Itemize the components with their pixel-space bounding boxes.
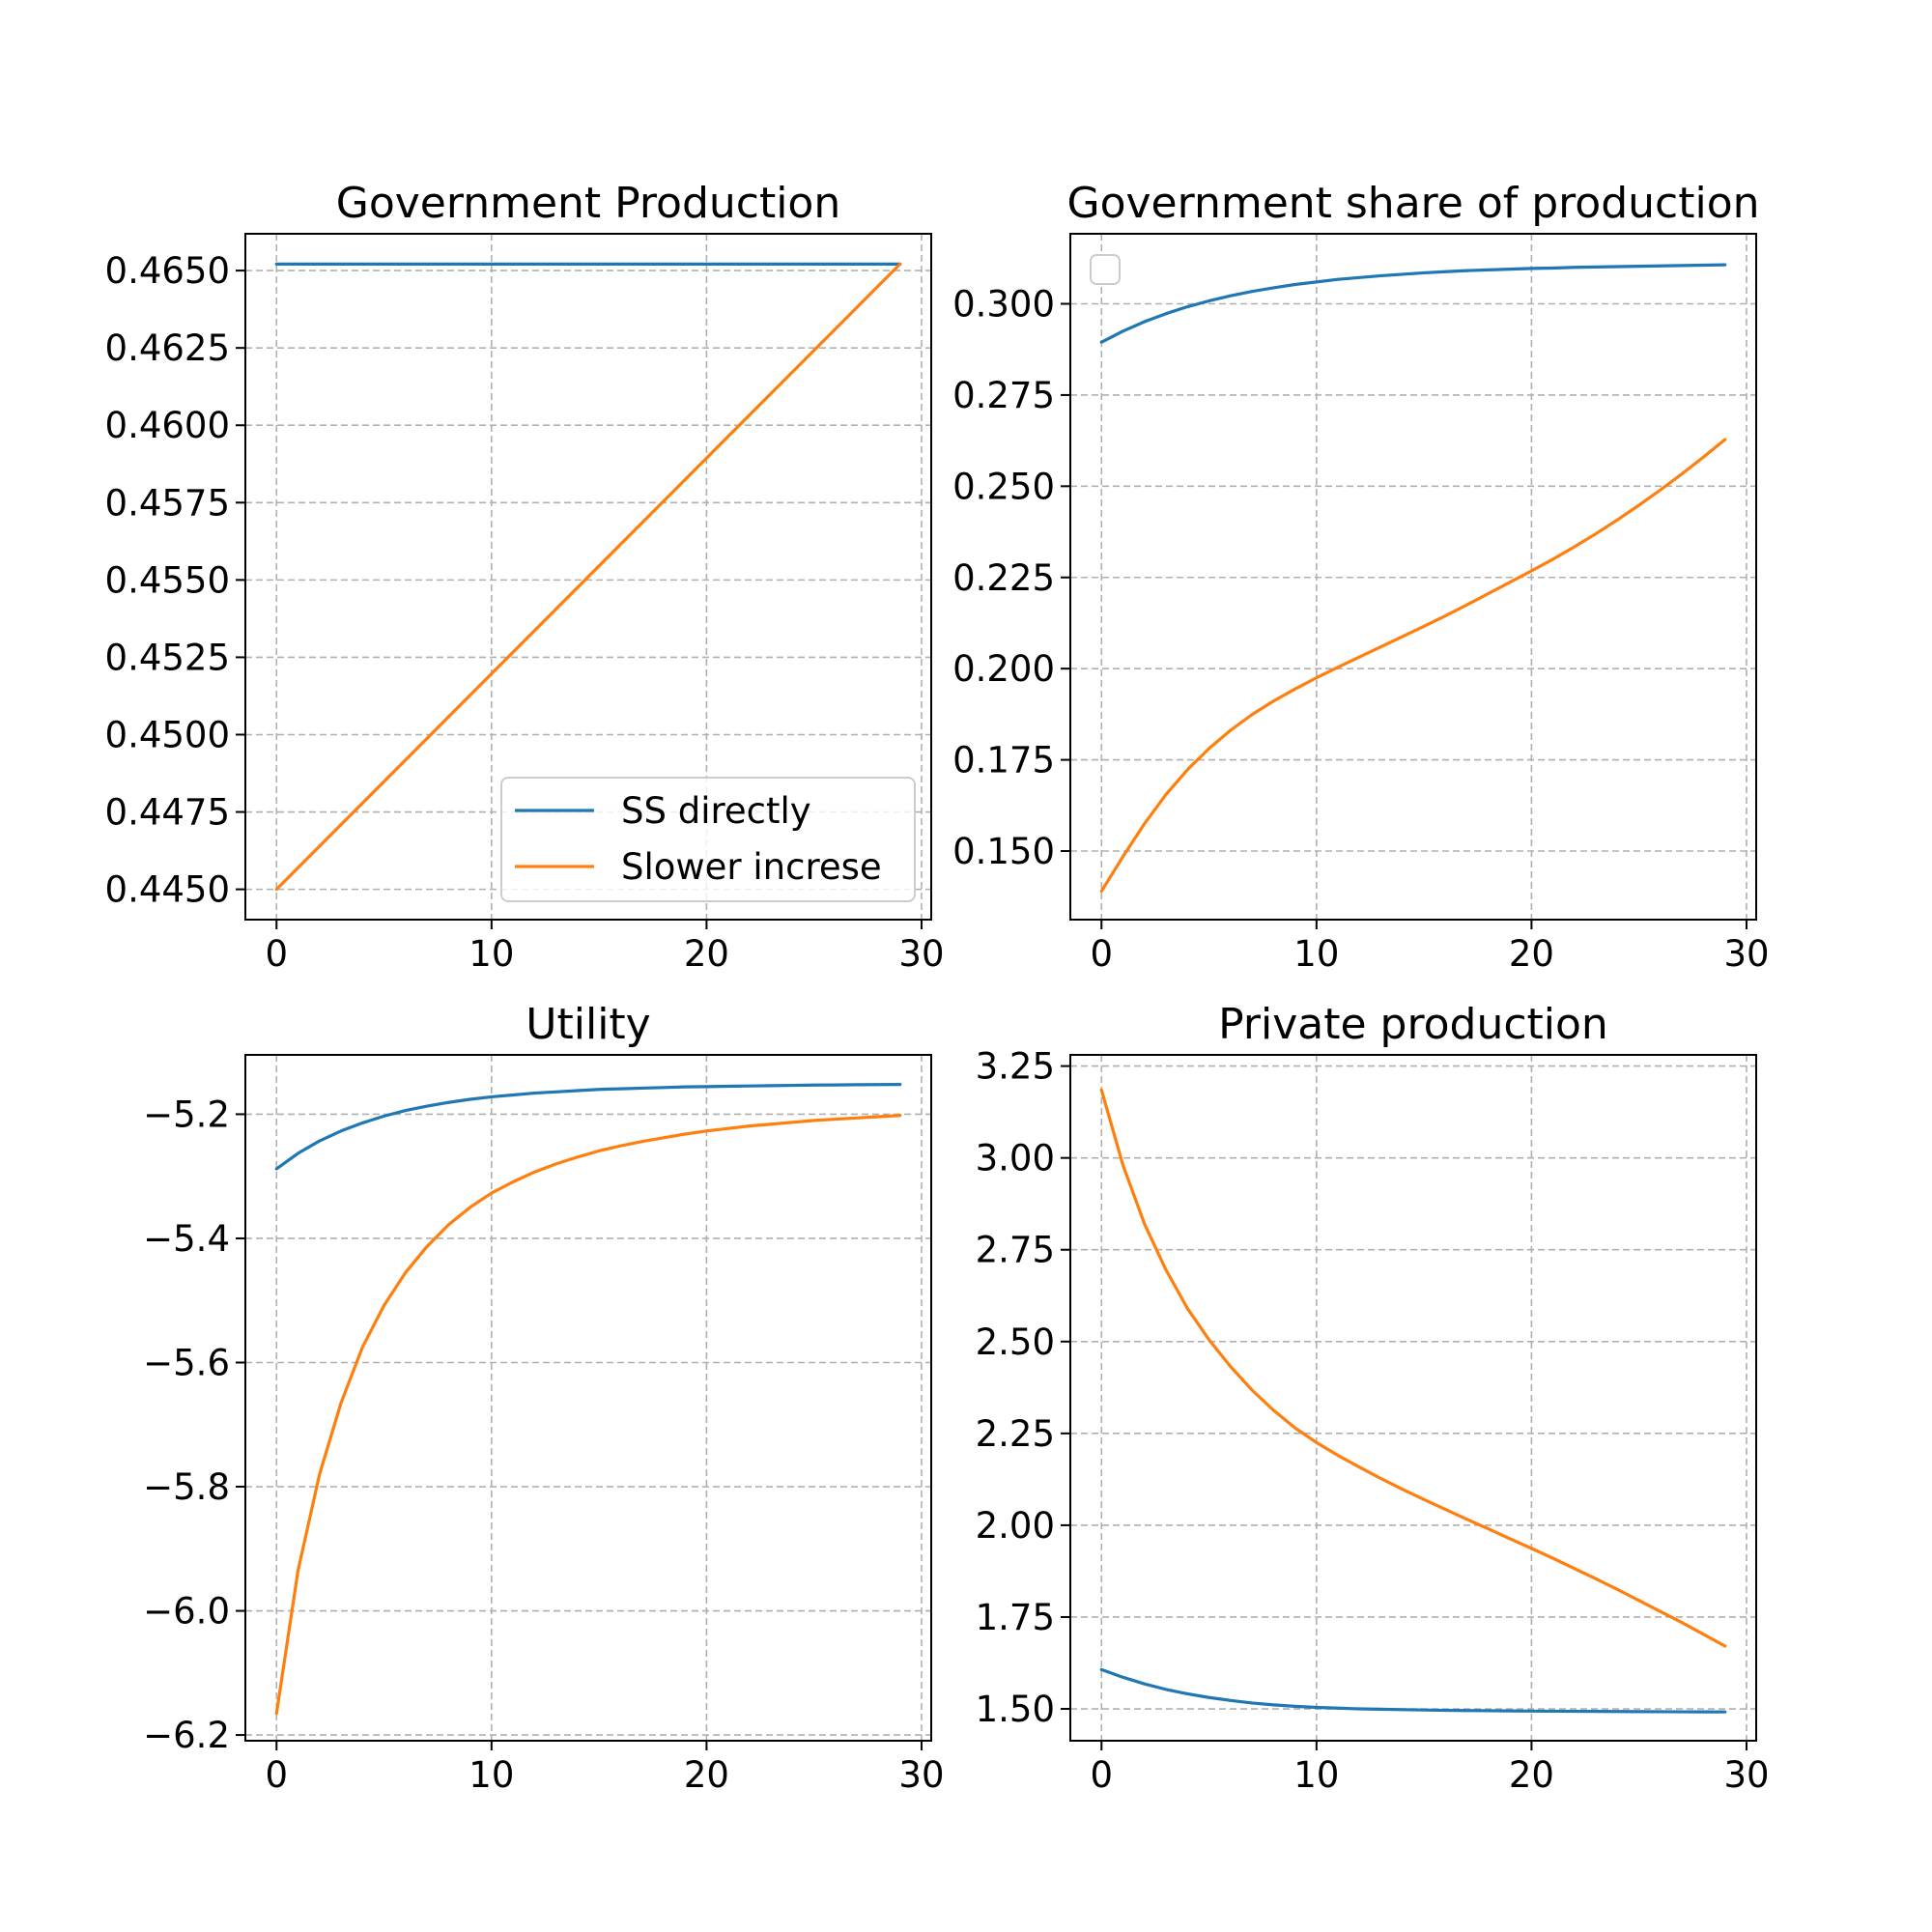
government-production-series-orange-line	[274, 262, 902, 892]
private-production-y-tick-label: 2.25	[976, 1413, 1055, 1455]
utility-y-tick-label: −5.4	[143, 1218, 230, 1260]
government-share-x-tick-label: 20	[1509, 933, 1554, 975]
chart-private-production: 0 10 20 30 1.50 1.75 2.00 2.25 2.50 2.75 3.00 3.25 P…	[976, 1000, 1770, 1796]
utility-x-tick-label: 0	[265, 1754, 288, 1796]
utility-series-orange-line	[274, 1114, 902, 1716]
government-share-series-blue-line	[1099, 263, 1727, 344]
government-production-y-tick-label: 0.4450	[105, 869, 230, 911]
government-share-x-tick-label: 0	[1090, 933, 1113, 975]
chart-government-production: 0 10 20 30 0.4450 0.4475 0.4500 0.4525 0.4550 0.4…	[105, 179, 945, 975]
government-share-y-tick-label: 0.250	[952, 466, 1055, 507]
private-production-x-tick-label: 10	[1293, 1754, 1339, 1796]
government-share-y-tick-label: 0.150	[952, 831, 1055, 872]
government-share-y-tick-label: 0.225	[952, 557, 1055, 599]
private-production-y-tick-label: 1.50	[976, 1689, 1055, 1730]
government-share-legend	[1090, 254, 1121, 285]
government-production-x-tick-label: 0	[265, 933, 288, 975]
government-share-y-tick-label: 0.200	[952, 648, 1055, 690]
government-production-y-tick-label: 0.4650	[105, 250, 230, 292]
private-production-y-tick-label: 3.00	[976, 1138, 1055, 1179]
government-production-y-tick-label: 0.4575	[105, 482, 230, 524]
government-share-x-tick-label: 30	[1723, 933, 1769, 975]
utility-x-tick-label: 20	[684, 1754, 729, 1796]
government-share-y-tick-label: 0.175	[952, 740, 1055, 781]
government-production-y-tick-label: 0.4600	[105, 405, 230, 446]
government-production-y-tick-label: 0.4625	[105, 327, 230, 369]
government-share-y-tick-label: 0.275	[952, 375, 1055, 416]
government-production-legend: SS directly Slower increse	[500, 777, 916, 902]
utility-y-tick-label: −5.6	[143, 1342, 230, 1383]
government-share-x-tick-label: 10	[1293, 933, 1339, 975]
government-share-series-orange-line	[1099, 438, 1727, 894]
utility-series-blue-line	[274, 1082, 902, 1171]
chart-utility: 0 10 20 30 −6.2 −6.0 −5.8 −5.6 −5.4 −5.2 Utility	[143, 1000, 944, 1796]
private-production-series-orange-line	[1099, 1088, 1727, 1648]
government-production-y-tick-label: 0.4550	[105, 559, 230, 601]
utility-y-tick-label: −6.2	[143, 1715, 230, 1756]
private-production-y-tick-label: 2.75	[976, 1230, 1055, 1271]
private-production-title: Private production	[1218, 1000, 1608, 1049]
government-production-title: Government Production	[336, 179, 840, 228]
utility-title: Utility	[526, 1000, 650, 1049]
chart-government-share: 0 10 20 30 0.150 0.175 0.200 0.225 0.250 0.275 0.3…	[952, 179, 1769, 975]
utility-y-tick-label: −5.8	[143, 1466, 230, 1508]
private-production-series-blue-line	[1099, 1667, 1727, 1714]
utility-axes-frame	[244, 1054, 932, 1742]
government-production-legend-box	[500, 777, 916, 902]
private-production-y-tick-label: 2.00	[976, 1505, 1055, 1547]
government-share-title: Government share of production	[1067, 179, 1760, 228]
private-production-x-tick-label: 0	[1090, 1754, 1113, 1796]
government-production-x-tick-label: 30	[898, 933, 944, 975]
government-production-legend-label: SS directly	[621, 790, 811, 832]
utility-y-tick-label: −5.2	[143, 1094, 230, 1135]
private-production-axes-frame	[1069, 1054, 1757, 1742]
private-production-x-tick-label: 30	[1723, 1754, 1769, 1796]
government-production-legend-label: Slower increse	[621, 846, 882, 888]
government-production-x-tick-label: 10	[469, 933, 514, 975]
government-production-axes-frame	[244, 233, 932, 921]
utility-y-tick-label: −6.0	[143, 1591, 230, 1633]
private-production-x-tick-label: 20	[1509, 1754, 1554, 1796]
government-share-y-tick-label: 0.300	[952, 284, 1055, 326]
government-production-y-tick-label: 0.4500	[105, 714, 230, 755]
private-production-y-tick-label: 3.25	[976, 1046, 1055, 1088]
utility-x-tick-label: 30	[898, 1754, 944, 1796]
government-production-x-tick-label: 20	[684, 933, 729, 975]
utility-x-tick-label: 10	[469, 1754, 514, 1796]
government-production-y-tick-label: 0.4475	[105, 792, 230, 834]
private-production-y-tick-label: 1.75	[976, 1597, 1055, 1638]
government-production-y-tick-label: 0.4525	[105, 637, 230, 678]
government-share-legend-empty-box	[1090, 254, 1121, 285]
private-production-y-tick-label: 2.50	[976, 1321, 1055, 1363]
